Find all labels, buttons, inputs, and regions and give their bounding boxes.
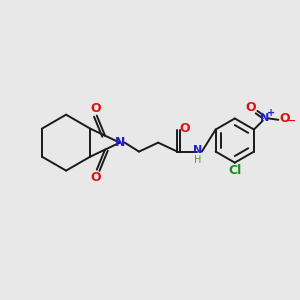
Text: N: N — [260, 113, 270, 123]
Text: O: O — [179, 122, 190, 135]
Text: O: O — [90, 102, 101, 115]
Text: H: H — [194, 155, 202, 165]
Text: −: − — [287, 116, 296, 126]
Text: O: O — [90, 170, 101, 184]
Text: Cl: Cl — [228, 164, 242, 177]
Text: +: + — [267, 108, 275, 118]
Text: O: O — [246, 100, 256, 114]
Text: O: O — [279, 112, 290, 125]
Text: N: N — [194, 145, 202, 155]
Text: N: N — [115, 136, 125, 149]
